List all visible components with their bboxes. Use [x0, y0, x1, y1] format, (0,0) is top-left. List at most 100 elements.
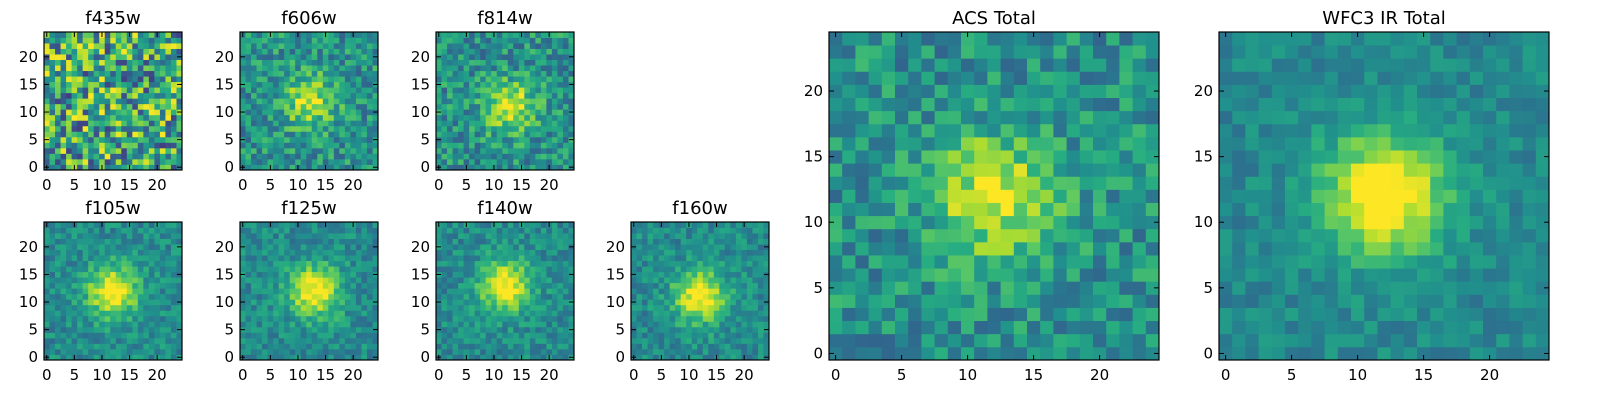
heatmap-cell — [88, 142, 95, 149]
heatmap-cell — [137, 238, 144, 245]
heatmap-cell — [675, 348, 682, 355]
heatmap-cell — [551, 227, 558, 234]
heatmap-cell — [104, 153, 111, 160]
heatmap-cell — [1013, 215, 1028, 230]
heatmap-cell — [267, 153, 274, 160]
heatmap-cell — [458, 147, 464, 154]
heatmap-cell — [642, 343, 648, 350]
heatmap-cell — [115, 103, 122, 110]
heatmap-cell — [132, 299, 139, 306]
heatmap-cell — [143, 227, 150, 234]
heatmap-cell — [126, 348, 133, 355]
heatmap-cell — [535, 48, 542, 55]
heatmap-cell — [311, 158, 318, 165]
heatmap-cell — [675, 299, 682, 306]
heatmap-cell — [77, 315, 84, 322]
heatmap-cell — [148, 304, 155, 311]
heatmap-cell — [452, 65, 459, 72]
heatmap-cell — [355, 48, 362, 55]
heatmap-cell — [137, 304, 144, 311]
heatmap-cell — [104, 103, 111, 110]
heatmap-cell — [702, 277, 709, 284]
heatmap-cell — [507, 288, 514, 295]
heatmap-cell — [350, 227, 357, 234]
y-tick-label: 15 — [411, 75, 430, 93]
heatmap-cell — [735, 326, 742, 333]
heatmap-cell — [132, 158, 139, 165]
heatmap-cell — [513, 92, 520, 99]
heatmap-cell — [458, 271, 464, 278]
heatmap-cell — [680, 326, 687, 333]
heatmap-cell — [529, 304, 536, 311]
heatmap-cell — [507, 337, 514, 344]
heatmap-cell — [557, 244, 564, 250]
heatmap-cell — [496, 266, 503, 273]
heatmap-cell — [110, 131, 117, 138]
heatmap-cell — [126, 92, 133, 99]
heatmap-cell — [463, 332, 470, 339]
heatmap-cell — [441, 255, 448, 262]
heatmap-cell — [284, 59, 291, 66]
heatmap-cell — [82, 244, 89, 250]
heatmap-cell — [317, 249, 324, 256]
heatmap-cell — [115, 37, 122, 44]
heatmap-cell — [502, 32, 509, 38]
heatmap-cell — [322, 147, 329, 154]
heatmap-cell — [895, 268, 909, 282]
heatmap-cell — [115, 114, 122, 121]
heatmap-cell — [245, 260, 252, 267]
heatmap-cell — [529, 103, 536, 110]
heatmap-cell — [245, 164, 252, 171]
heatmap-cell — [1027, 333, 1041, 348]
heatmap-cell — [735, 227, 742, 234]
heatmap-cell — [908, 215, 922, 230]
heatmap-cell — [568, 32, 575, 38]
heatmap-cell — [524, 260, 531, 267]
heatmap-cell — [251, 222, 257, 228]
heatmap-cell — [71, 158, 78, 165]
heatmap-cell — [535, 43, 542, 49]
heatmap-cell — [339, 164, 346, 171]
heatmap-cell — [675, 326, 682, 333]
heatmap-cell — [267, 293, 274, 300]
heatmap-cell — [289, 136, 296, 143]
heatmap-cell — [702, 271, 709, 278]
heatmap-cell — [436, 103, 442, 110]
heatmap-cell — [1066, 294, 1081, 308]
heatmap-cell — [529, 125, 536, 132]
heatmap-cell — [524, 153, 531, 160]
x-tick-label: 15 — [316, 366, 335, 384]
heatmap-cell — [557, 260, 564, 267]
heatmap-cell — [1000, 189, 1015, 203]
heatmap-cell — [317, 48, 324, 55]
heatmap-cell — [77, 299, 84, 306]
heatmap-cell — [132, 227, 139, 234]
heatmap-cell — [284, 153, 291, 160]
heatmap-cell — [60, 87, 67, 94]
heatmap-cell — [148, 310, 155, 317]
heatmap-cell — [513, 321, 520, 328]
heatmap-cell — [295, 244, 302, 250]
heatmap-cell — [636, 249, 643, 256]
heatmap-cell — [529, 70, 536, 77]
heatmap-cell — [463, 153, 470, 160]
heatmap-cell — [344, 43, 351, 49]
heatmap-cell — [278, 255, 285, 262]
heatmap-cell — [546, 37, 553, 44]
heatmap-cell — [752, 310, 759, 317]
heatmap-cell — [344, 310, 351, 317]
heatmap-cell — [110, 288, 117, 295]
heatmap-cell — [480, 293, 487, 300]
heatmap-cell — [333, 120, 340, 127]
heatmap-cell — [366, 260, 373, 267]
heatmap-cell — [496, 114, 503, 121]
heatmap-cell — [653, 310, 659, 317]
heatmap-cell — [99, 238, 106, 245]
heatmap-cell — [289, 164, 296, 171]
heatmap-cell — [496, 310, 503, 317]
heatmap-cell — [686, 238, 693, 245]
heatmap-cell — [300, 304, 307, 311]
heatmap-cell — [71, 271, 78, 278]
heatmap-cell — [240, 48, 246, 55]
heatmap-cell — [137, 48, 144, 55]
